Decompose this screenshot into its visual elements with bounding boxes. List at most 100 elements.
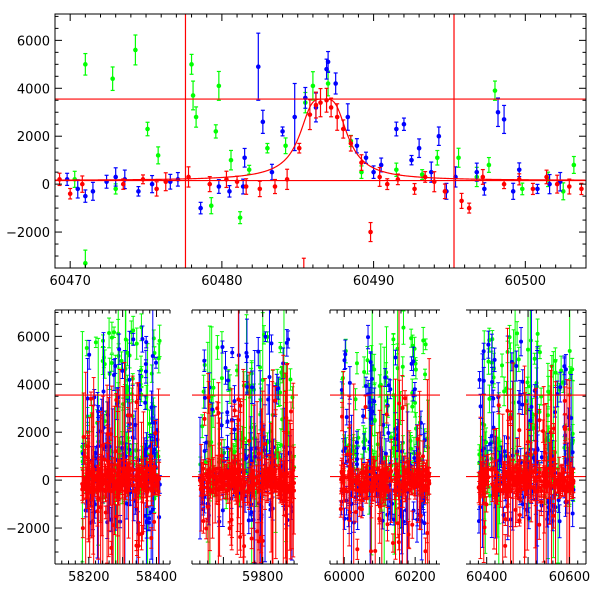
x-tick-label: 60000	[324, 570, 365, 585]
data-point	[423, 537, 428, 564]
data-point	[247, 474, 252, 503]
data-point	[109, 321, 114, 354]
data-point	[80, 518, 85, 539]
data-point	[198, 201, 203, 215]
data-point	[273, 386, 278, 415]
data-point	[80, 482, 85, 496]
data-point	[547, 173, 552, 195]
data-point	[238, 401, 243, 558]
data-point	[345, 446, 350, 463]
data-point	[256, 336, 261, 367]
data-point	[380, 463, 385, 485]
data-point	[130, 375, 135, 564]
data-point	[570, 499, 575, 528]
data-point	[410, 510, 415, 539]
data-point	[431, 171, 437, 193]
data-point	[500, 413, 505, 564]
data-point	[325, 50, 331, 73]
data-point	[260, 109, 266, 134]
panel-segment: 58200 58400	[54, 309, 177, 585]
data-point	[362, 356, 367, 388]
data-point	[536, 478, 541, 497]
data-point	[269, 334, 274, 353]
data-point	[93, 336, 98, 349]
data-point	[103, 480, 108, 503]
data-point	[280, 475, 285, 505]
data-point	[238, 523, 243, 551]
data-point	[494, 459, 499, 486]
data-point	[353, 501, 358, 523]
y-tick-label: 6000	[17, 34, 50, 49]
data-point	[64, 172, 70, 186]
data-point	[213, 124, 219, 139]
data-point	[486, 330, 491, 359]
data-point	[511, 458, 516, 479]
data-point	[410, 400, 415, 413]
data-point	[492, 80, 498, 101]
data-point	[104, 174, 109, 189]
data-point	[210, 402, 215, 417]
data-point	[143, 395, 148, 411]
data-point	[90, 181, 96, 201]
data-point	[292, 446, 297, 535]
data-point	[501, 104, 507, 135]
data-point	[103, 505, 108, 520]
top-plot-frame	[54, 13, 587, 269]
data-point	[488, 437, 493, 451]
data-point	[149, 174, 155, 194]
data-point	[261, 325, 266, 345]
data-point	[516, 346, 521, 373]
data-point	[415, 478, 420, 492]
data-point	[134, 473, 139, 508]
data-point	[328, 97, 334, 118]
data-point	[125, 474, 130, 493]
data-point	[395, 508, 400, 539]
data-point	[310, 71, 316, 101]
data-point	[517, 514, 522, 527]
data-point	[579, 182, 584, 196]
data-point	[496, 396, 501, 415]
data-point	[401, 310, 406, 345]
data-point	[393, 349, 398, 366]
data-point	[250, 370, 255, 405]
data-point	[108, 427, 113, 441]
data-point	[333, 72, 338, 95]
data-point	[466, 202, 472, 214]
data-point	[296, 142, 302, 154]
data-point	[492, 347, 497, 373]
data-point	[193, 106, 199, 128]
data-point	[351, 383, 356, 564]
data-point	[200, 474, 205, 501]
data-point	[242, 534, 247, 558]
data-point	[535, 183, 540, 195]
data-point	[539, 387, 544, 406]
data-point	[105, 425, 110, 444]
data-point	[400, 394, 405, 422]
data-point	[133, 34, 138, 66]
data-point	[115, 486, 120, 498]
data-point	[345, 103, 351, 131]
data-point	[369, 364, 374, 394]
panel-segment: 60000 60200	[324, 309, 440, 585]
data-point	[154, 356, 159, 369]
data-point	[391, 333, 396, 346]
data-point	[225, 434, 230, 461]
data-point	[216, 70, 222, 101]
data-point	[557, 504, 562, 539]
y-tick-label: 0	[42, 474, 50, 489]
data-point	[342, 350, 347, 370]
data-point	[107, 317, 112, 349]
y-tick-label: −2000	[6, 226, 50, 241]
data-point	[84, 339, 89, 357]
data-point	[287, 484, 292, 498]
data-point	[201, 508, 206, 534]
y-tick-label: 4000	[17, 82, 50, 97]
data-point	[456, 147, 461, 168]
data-point	[153, 466, 158, 492]
data-point	[409, 328, 414, 348]
data-point	[284, 168, 290, 191]
data-point	[111, 359, 116, 391]
data-point	[83, 52, 88, 76]
data-point	[347, 395, 352, 547]
data-point	[383, 368, 388, 388]
